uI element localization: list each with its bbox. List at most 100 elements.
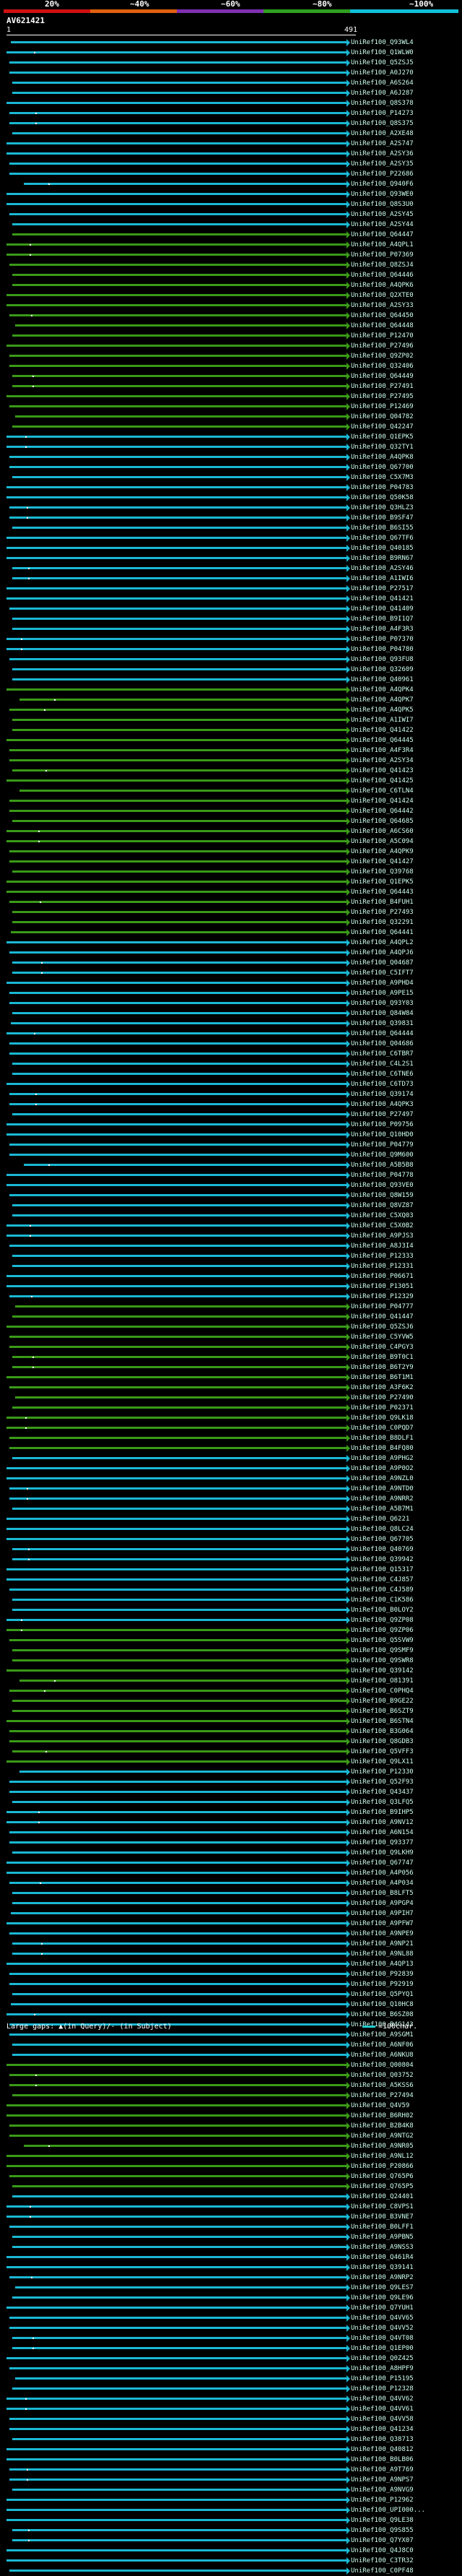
hit-row[interactable]: UniRef100_Q4VV65 [0, 2313, 462, 2323]
hit-row[interactable]: UniRef100_B6T1M1 [0, 1373, 462, 1383]
hit-id-link[interactable]: UniRef100_A6S264 [351, 79, 414, 87]
hit-row[interactable]: UniRef100_Q64444 [0, 1029, 462, 1039]
hit-id-link[interactable]: UniRef100_P12330 [351, 1768, 414, 1776]
hit-id-link[interactable]: UniRef100_Q1EP00 [351, 2345, 414, 2352]
hit-row[interactable]: UniRef100_C5YVW5 [0, 1332, 462, 1342]
hit-row[interactable]: UniRef100_B6SZ08 [0, 2010, 462, 2020]
hit-row[interactable]: UniRef100_A9SGM1 [0, 2030, 462, 2040]
hit-id-link[interactable]: UniRef100_P27496 [351, 342, 414, 350]
hit-id-link[interactable]: UniRef100_Q39174 [351, 1091, 414, 1098]
hit-row[interactable]: UniRef100_Q8W159 [0, 1190, 462, 1201]
hit-id-link[interactable]: UniRef100_Q4VV52 [351, 2325, 414, 2332]
hit-row[interactable]: UniRef100_P27495 [0, 392, 462, 402]
hit-row[interactable]: UniRef100_Q93VE0 [0, 1180, 462, 1190]
hit-row[interactable]: UniRef100_Q41447 [0, 1312, 462, 1322]
hit-id-link[interactable]: UniRef100_A9NRP2 [351, 2274, 414, 2281]
hit-id-link[interactable]: UniRef100_C5IFT7 [351, 969, 414, 977]
hit-row[interactable]: UniRef100_A2SY46 [0, 563, 462, 574]
hit-row[interactable]: UniRef100_P22686 [0, 169, 462, 179]
hit-id-link[interactable]: UniRef100_A4P056 [351, 1870, 414, 1877]
hit-id-link[interactable]: UniRef100_Q84W84 [351, 1010, 414, 1017]
hit-row[interactable]: UniRef100_O81391 [0, 1676, 462, 1686]
hit-id-link[interactable]: UniRef100_Q67700 [351, 464, 414, 471]
hit-id-link[interactable]: UniRef100_P27495 [351, 393, 414, 400]
hit-row[interactable]: UniRef100_A9NPE9 [0, 1929, 462, 1939]
hit-row[interactable]: UniRef100_Q1WLW0 [0, 48, 462, 58]
hit-row[interactable]: UniRef100_A9NRP2 [0, 2273, 462, 2283]
hit-id-link[interactable]: UniRef100_B6SZT9 [351, 1708, 414, 1715]
hit-id-link[interactable]: UniRef100_Q7YX07 [351, 2537, 414, 2544]
hit-id-link[interactable]: UniRef100_A4QPK5 [351, 706, 414, 714]
hit-row[interactable]: UniRef100_A9NPS7 [0, 2475, 462, 2485]
hit-id-link[interactable]: UniRef100_P12469 [351, 403, 414, 410]
hit-row[interactable]: UniRef100_P04779 [0, 1140, 462, 1150]
hit-id-link[interactable]: UniRef100_B6SZ08 [351, 2011, 414, 2018]
hit-id-link[interactable]: UniRef100_A4QPL2 [351, 939, 414, 946]
hit-row[interactable]: UniRef100_A6NKU8 [0, 2050, 462, 2060]
hit-row[interactable]: UniRef100_P09756 [0, 1120, 462, 1130]
hit-id-link[interactable]: UniRef100_P20866 [351, 2163, 414, 2170]
hit-id-link[interactable]: UniRef100_Q50K58 [351, 494, 414, 501]
hit-row[interactable]: UniRef100_B4FUH1 [0, 897, 462, 907]
hit-id-link[interactable]: UniRef100_Q5VFF3 [351, 1748, 414, 1755]
hit-id-link[interactable]: UniRef100_C8VPS1 [351, 2203, 414, 2210]
hit-id-link[interactable]: UniRef100_A9PBN5 [351, 2234, 414, 2241]
hit-row[interactable]: UniRef100_Q4V59 [0, 2101, 462, 2111]
hit-id-link[interactable]: UniRef100_Q9ZP08 [351, 1617, 414, 1624]
hit-id-link[interactable]: UniRef100_A4QPK8 [351, 454, 414, 461]
hit-id-link[interactable]: UniRef100_B3G064 [351, 1728, 414, 1735]
hit-id-link[interactable]: UniRef100_C0PHQ4 [351, 1687, 414, 1695]
hit-id-link[interactable]: UniRef100_A4F3R4 [351, 747, 414, 754]
hit-row[interactable]: UniRef100_Q7YX07 [0, 2536, 462, 2546]
hit-id-link[interactable]: UniRef100_C3TR32 [351, 2557, 414, 2564]
hit-id-link[interactable]: UniRef100_A2SY34 [351, 757, 414, 764]
hit-id-link[interactable]: UniRef100_Q93377 [351, 1839, 414, 1846]
hit-row[interactable]: UniRef100_B9GE22 [0, 1696, 462, 1706]
hit-row[interactable]: UniRef100_A2SY34 [0, 756, 462, 766]
hit-id-link[interactable]: UniRef100_Q765P5 [351, 2183, 414, 2190]
hit-row[interactable]: UniRef100_B9T0C1 [0, 1352, 462, 1362]
hit-row[interactable]: UniRef100_A4F3R3 [0, 624, 462, 634]
hit-row[interactable]: UniRef100_Q765P5 [0, 2182, 462, 2192]
hit-id-link[interactable]: UniRef100_Q04782 [351, 413, 414, 420]
hit-row[interactable]: UniRef100_P04780 [0, 644, 462, 654]
hit-row[interactable]: UniRef100_P12333 [0, 1251, 462, 1261]
hit-id-link[interactable]: UniRef100_C4PGY3 [351, 1344, 414, 1351]
hit-row[interactable]: UniRef100_Q39768 [0, 867, 462, 877]
hit-id-link[interactable]: UniRef100_C4L2S1 [351, 1060, 414, 1068]
hit-row[interactable]: UniRef100_P14273 [0, 108, 462, 118]
hit-row[interactable]: UniRef100_P06671 [0, 1271, 462, 1281]
hit-row[interactable]: UniRef100_B4FQ80 [0, 1443, 462, 1453]
hit-row[interactable]: UniRef100_C0PHQ4 [0, 1686, 462, 1696]
hit-id-link[interactable]: UniRef100_A2SY33 [351, 302, 414, 309]
hit-row[interactable]: UniRef100_A2SY44 [0, 220, 462, 230]
hit-row[interactable]: UniRef100_Q64685 [0, 816, 462, 826]
hit-row[interactable]: UniRef100_Q0Z425 [0, 2354, 462, 2364]
hit-row[interactable]: UniRef100_A4QPL1 [0, 240, 462, 250]
hit-row[interactable]: UniRef100_Q1EPK5 [0, 432, 462, 442]
hit-row[interactable]: UniRef100_P12469 [0, 402, 462, 412]
hit-id-link[interactable]: UniRef100_P15195 [351, 2375, 414, 2382]
hit-row[interactable]: UniRef100_A4QP13 [0, 1959, 462, 1969]
hit-id-link[interactable]: UniRef100_Q765P6 [351, 2173, 414, 2180]
hit-row[interactable]: UniRef100_Q39141 [0, 2262, 462, 2273]
hit-row[interactable]: UniRef100_Q9ZP02 [0, 351, 462, 361]
hit-id-link[interactable]: UniRef100_A5C094 [351, 838, 414, 845]
hit-id-link[interactable]: UniRef100_A9NPS7 [351, 2476, 414, 2484]
hit-row[interactable]: UniRef100_C1K586 [0, 1595, 462, 1605]
hit-row[interactable]: UniRef100_Q8LC24 [0, 1524, 462, 1534]
hit-id-link[interactable]: UniRef100_Q64450 [351, 312, 414, 319]
hit-id-link[interactable]: UniRef100_P22686 [351, 170, 414, 178]
hit-id-link[interactable]: UniRef100_P27497 [351, 1111, 414, 1118]
hit-row[interactable]: UniRef100_Q9ZP06 [0, 1625, 462, 1635]
hit-id-link[interactable]: UniRef100_A9PHG2 [351, 1455, 414, 1462]
hit-row[interactable]: UniRef100_A6S264 [0, 78, 462, 88]
hit-id-link[interactable]: UniRef100_A9PJS3 [351, 1232, 414, 1240]
hit-row[interactable]: UniRef100_B6STN4 [0, 1716, 462, 1726]
hit-row[interactable]: UniRef100_Q64450 [0, 311, 462, 321]
hit-row[interactable]: UniRef100_Q67700 [0, 462, 462, 472]
hit-id-link[interactable]: UniRef100_A2SY44 [351, 221, 414, 228]
hit-row[interactable]: UniRef100_B9I1Q7 [0, 614, 462, 624]
hit-id-link[interactable]: UniRef100_A5KSS6 [351, 2082, 414, 2089]
hit-id-link[interactable]: UniRef100_P12329 [351, 1293, 414, 1300]
